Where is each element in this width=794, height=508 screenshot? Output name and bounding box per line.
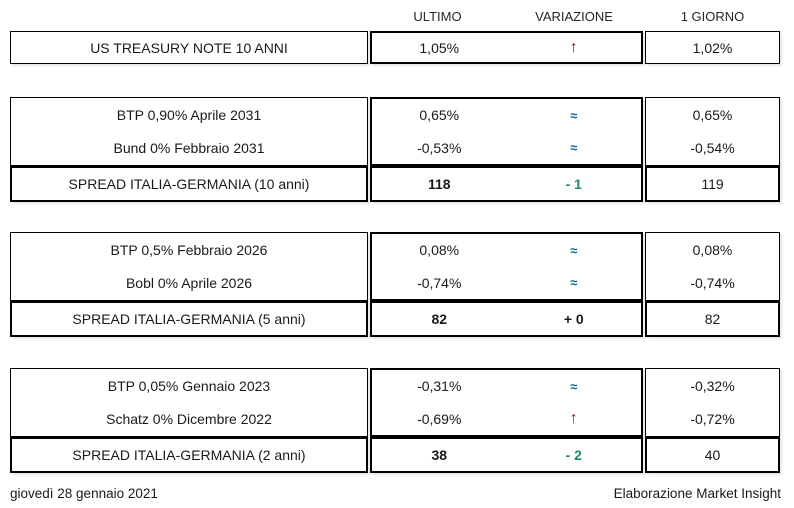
arrow-up-icon: ↑ <box>569 38 578 56</box>
giorno-value: 0,65% <box>692 106 733 123</box>
table-row: 119 <box>647 168 778 200</box>
ultimo-value: 0,65% <box>419 107 460 124</box>
bonds-2y-giorno-box: -0,32% -0,72% <box>645 368 780 437</box>
bonds-2y-values-box: -0,31% ≈ -0,69% ↑ <box>370 368 643 437</box>
bond-label: BTP 0,90% Aprile 2031 <box>116 106 262 123</box>
spread-change-value: - 2 <box>565 447 582 463</box>
footer-credit: Elaborazione Market Insight <box>613 486 781 501</box>
table-row: SPREAD ITALIA-GERMANIA (10 anni) <box>12 168 366 200</box>
approx-icon: ≈ <box>570 140 578 156</box>
giorno-value: 0,08% <box>692 241 733 258</box>
ultimo-value: -0,69% <box>417 410 462 427</box>
bonds-5y-values-box: 0,08% ≈ -0,74% ≈ <box>370 232 643 301</box>
giorno-value: -0,54% <box>690 140 735 157</box>
approx-icon: ≈ <box>570 378 578 394</box>
treasury-label: US TREASURY NOTE 10 ANNI <box>90 39 288 56</box>
table-row: -0,69% ↑ <box>372 403 641 436</box>
table-row: 1,02% <box>646 32 779 63</box>
spread-ultimo-value: 82 <box>431 311 448 327</box>
spread-change-value: + 0 <box>563 311 584 327</box>
bonds-5y-label-box: BTP 0,5% Febbraio 2026 Bobl 0% Aprile 20… <box>10 232 368 301</box>
spread-ultimo-value: 118 <box>427 176 451 192</box>
bond-label: Schatz 0% Dicembre 2022 <box>106 411 272 428</box>
table-row: 0,65% <box>646 98 779 132</box>
column-header-variazione: VARIAZIONE <box>535 9 613 24</box>
table-row: SPREAD ITALIA-GERMANIA (5 anni) <box>12 303 366 335</box>
spread-5y-giorno-box: 82 <box>645 301 780 337</box>
spread-label: SPREAD ITALIA-GERMANIA (5 anni) <box>72 311 306 327</box>
ultimo-value: -0,31% <box>417 378 462 395</box>
table-row: BTP 0,90% Aprile 2031 <box>11 98 367 132</box>
bond-label: Bobl 0% Aprile 2026 <box>125 275 253 292</box>
table-row: Bobl 0% Aprile 2026 <box>11 267 367 301</box>
bond-label: Bund 0% Febbraio 2031 <box>113 140 265 157</box>
ultimo-value: -0,53% <box>417 139 462 156</box>
spread-giorno-value: 119 <box>701 176 724 192</box>
bonds-2y-label-box: BTP 0,05% Gennaio 2023 Schatz 0% Dicembr… <box>10 368 368 437</box>
spread-2y-giorno-box: 40 <box>645 437 780 473</box>
bond-label: BTP 0,05% Gennaio 2023 <box>107 377 271 394</box>
ultimo-value: -0,74% <box>417 274 462 291</box>
spread-ultimo-value: 38 <box>431 447 448 463</box>
table-row: BTP 0,05% Gennaio 2023 <box>11 369 367 403</box>
table-row: -0,31% ≈ <box>372 370 641 403</box>
ultimo-value: 0,08% <box>419 242 460 259</box>
approx-icon: ≈ <box>570 275 578 291</box>
table-row: US TREASURY NOTE 10 ANNI <box>11 32 367 63</box>
table-row: 0,65% ≈ <box>372 99 641 132</box>
table-row: -0,72% <box>646 403 779 437</box>
table-row: 0,08% <box>646 233 779 267</box>
spread-giorno-value: 82 <box>704 311 721 327</box>
spread-label: SPREAD ITALIA-GERMANIA (2 anni) <box>72 447 306 463</box>
table-row: 0,08% ≈ <box>372 234 641 267</box>
bonds-5y-giorno-box: 0,08% -0,74% <box>645 232 780 301</box>
table-row: -0,74% <box>646 267 779 301</box>
table-row: 38 - 2 <box>372 439 641 471</box>
spread-change-value: - 1 <box>565 176 582 192</box>
spread-2y-label-box: SPREAD ITALIA-GERMANIA (2 anni) <box>10 437 368 473</box>
treasury-values-box: 1,05% ↑ <box>370 31 643 64</box>
table-row: 82 <box>647 303 778 335</box>
table-row: -0,74% ≈ <box>372 267 641 300</box>
spread-5y-values-box: 82 + 0 <box>370 301 643 337</box>
approx-icon: ≈ <box>570 242 578 258</box>
giorno-value: -0,74% <box>690 275 735 292</box>
table-row: Schatz 0% Dicembre 2022 <box>11 403 367 437</box>
spread-10y-giorno-box: 119 <box>645 166 780 202</box>
arrow-up-icon: ↑ <box>569 409 578 427</box>
table-row: 1,05% ↑ <box>372 33 641 62</box>
column-header-ultimo: ULTIMO <box>413 9 462 24</box>
table-row: Bund 0% Febbraio 2031 <box>11 132 367 166</box>
bonds-10y-values-box: 0,65% ≈ -0,53% ≈ <box>370 97 643 166</box>
table-row: -0,54% <box>646 132 779 166</box>
approx-icon: ≈ <box>570 107 578 123</box>
giorno-value: -0,32% <box>690 377 735 394</box>
footer-date: giovedì 28 gennaio 2021 <box>10 486 158 501</box>
bond-label: BTP 0,5% Febbraio 2026 <box>110 241 268 258</box>
spread-5y-label-box: SPREAD ITALIA-GERMANIA (5 anni) <box>10 301 368 337</box>
treasury-giorno-value: 1,02% <box>692 39 733 56</box>
spread-label: SPREAD ITALIA-GERMANIA (10 anni) <box>68 176 310 192</box>
spread-10y-label-box: SPREAD ITALIA-GERMANIA (10 anni) <box>10 166 368 202</box>
table-row: SPREAD ITALIA-GERMANIA (2 anni) <box>12 439 366 471</box>
table-row: 40 <box>647 439 778 471</box>
spread-10y-values-box: 118 - 1 <box>370 166 643 202</box>
treasury-ultimo-value: 1,05% <box>419 39 460 56</box>
table-row: BTP 0,5% Febbraio 2026 <box>11 233 367 267</box>
treasury-giorno-box: 1,02% <box>645 31 780 64</box>
table-row: -0,53% ≈ <box>372 132 641 165</box>
bonds-10y-giorno-box: 0,65% -0,54% <box>645 97 780 166</box>
bonds-10y-label-box: BTP 0,90% Aprile 2031 Bund 0% Febbraio 2… <box>10 97 368 166</box>
table-row: 118 - 1 <box>372 168 641 200</box>
column-header-1-giorno: 1 GIORNO <box>680 9 745 24</box>
spread-2y-values-box: 38 - 2 <box>370 437 643 473</box>
table-row: -0,32% <box>646 369 779 403</box>
table-row: 82 + 0 <box>372 303 641 335</box>
spread-giorno-value: 40 <box>704 447 721 463</box>
giorno-value: -0,72% <box>690 411 735 428</box>
treasury-label-box: US TREASURY NOTE 10 ANNI <box>10 31 368 64</box>
